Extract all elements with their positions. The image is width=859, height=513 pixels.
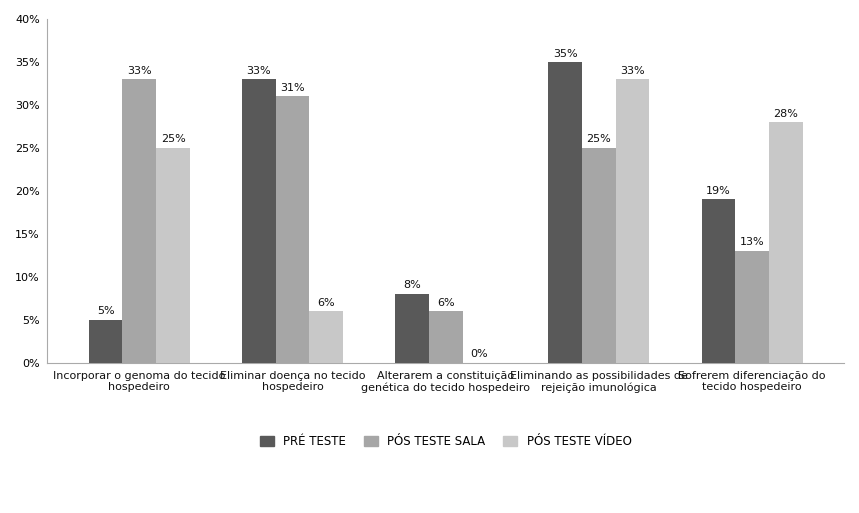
Bar	[88, 320, 123, 363]
Bar	[242, 79, 276, 363]
Text: 13%: 13%	[740, 238, 765, 247]
Text: 35%: 35%	[553, 49, 577, 58]
Text: 25%: 25%	[587, 134, 612, 144]
Text: 8%: 8%	[403, 281, 421, 290]
Bar	[548, 62, 582, 363]
Bar	[735, 251, 769, 363]
Text: 19%: 19%	[706, 186, 731, 196]
Bar	[309, 311, 343, 363]
Text: 5%: 5%	[97, 306, 114, 316]
Legend: PRÉ TESTE, PÓS TESTE SALA, PÓS TESTE VÍDEO: PRÉ TESTE, PÓS TESTE SALA, PÓS TESTE VÍD…	[255, 430, 637, 453]
Text: 6%: 6%	[437, 298, 454, 308]
Text: 6%: 6%	[317, 298, 335, 308]
Text: 28%: 28%	[773, 109, 798, 119]
Text: 33%: 33%	[247, 66, 271, 76]
Text: 0%: 0%	[471, 349, 488, 359]
Bar	[123, 79, 156, 363]
Bar	[395, 294, 429, 363]
Bar	[616, 79, 649, 363]
Text: 25%: 25%	[161, 134, 186, 144]
Bar	[429, 311, 462, 363]
Bar	[769, 122, 802, 363]
Bar	[582, 148, 616, 363]
Text: 33%: 33%	[127, 66, 152, 76]
Text: 31%: 31%	[280, 83, 305, 93]
Bar	[156, 148, 190, 363]
Text: 33%: 33%	[620, 66, 645, 76]
Bar	[276, 96, 309, 363]
Bar	[702, 200, 735, 363]
